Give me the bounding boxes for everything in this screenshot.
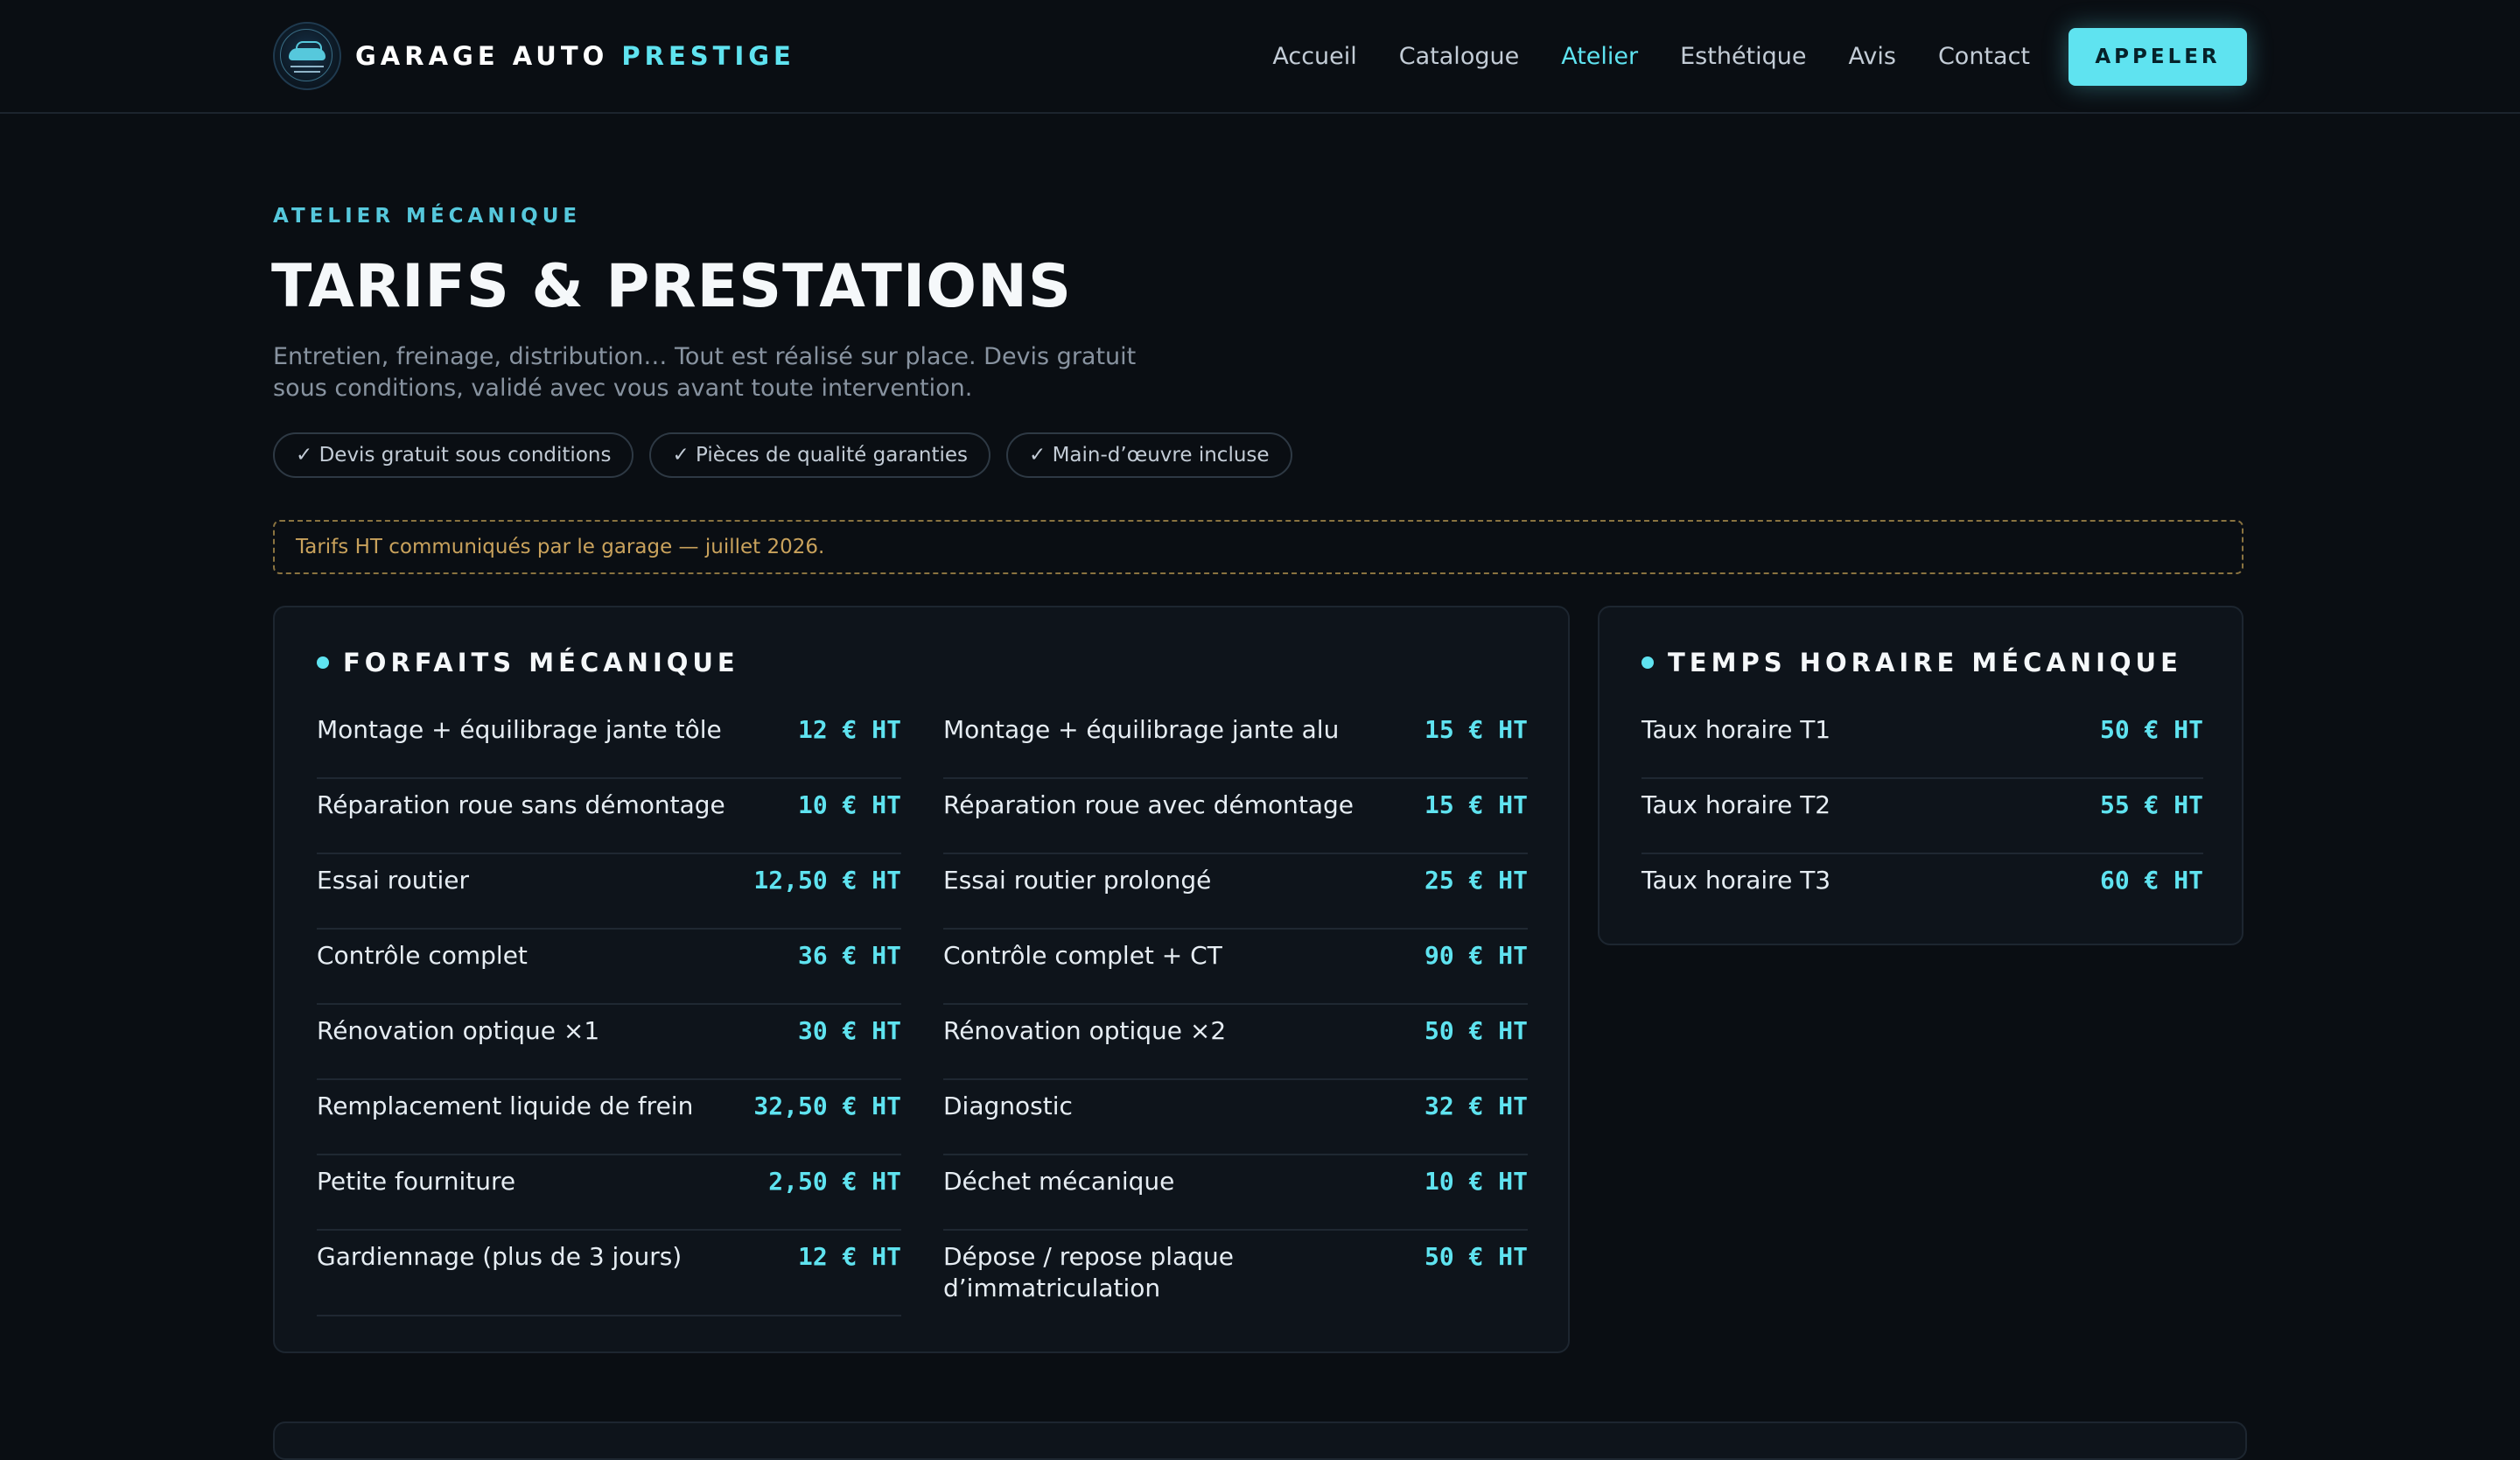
forfaits-left-column: Montage + équilibrage jante tôle 12 € HT … xyxy=(317,704,901,1316)
item-price: 36 € HT xyxy=(797,941,901,970)
list-item: Diagnostic 32 € HT xyxy=(943,1080,1528,1155)
feature-chips: ✓ Devis gratuit sous conditions ✓ Pièces… xyxy=(273,432,1292,478)
list-item: Dépose / repose plaque d’immatriculation… xyxy=(943,1231,1528,1316)
list-item: Rénovation optique ×1 30 € HT xyxy=(317,1005,901,1080)
main-nav: Accueil Catalogue Atelier Esthétique Avi… xyxy=(1272,0,2030,112)
call-button[interactable]: APPELER xyxy=(2068,28,2247,86)
list-item: Contrôle complet + CT 90 € HT xyxy=(943,930,1528,1005)
item-price: 55 € HT xyxy=(2099,790,2203,819)
item-price: 50 € HT xyxy=(2099,715,2203,744)
item-price: 15 € HT xyxy=(1424,790,1528,819)
list-item: Remplacement liquide de frein 32,50 € HT xyxy=(317,1080,901,1155)
page-title: TARIFS & PRESTATIONS xyxy=(271,252,1072,321)
item-price: 12,50 € HT xyxy=(753,866,901,895)
item-price: 10 € HT xyxy=(797,790,901,819)
item-label: Taux horaire T2 xyxy=(1642,790,1831,819)
page-subtitle: Entretien, freinage, distribution… Tout … xyxy=(273,343,1137,402)
item-label: Contrôle complet + CT xyxy=(943,941,1222,970)
item-label: Montage + équilibrage jante tôle xyxy=(317,715,722,744)
horaire-column: Taux horaire T1 50 € HT Taux horaire T2 55… xyxy=(1642,704,2203,930)
brand-name: GARAGE AUTO PRESTIGE xyxy=(355,41,795,71)
list-item: Rénovation optique ×2 50 € HT xyxy=(943,1005,1528,1080)
list-item: Montage + équilibrage jante alu 15 € HT xyxy=(943,704,1528,779)
item-label: Déchet mécanique xyxy=(943,1167,1175,1196)
item-price: 15 € HT xyxy=(1424,715,1528,744)
garage-logo-icon xyxy=(273,22,341,90)
brand-name-accent: PRESTIGE xyxy=(621,41,795,71)
nav-atelier[interactable]: Atelier xyxy=(1561,42,1639,70)
forfaits-title: FORFAITS MÉCANIQUE xyxy=(343,648,739,677)
list-item: Petite fourniture 2,50 € HT xyxy=(317,1155,901,1231)
item-price: 12 € HT xyxy=(797,1242,901,1271)
list-item: Réparation roue sans démontage 10 € HT xyxy=(317,779,901,854)
site-header: GARAGE AUTO PRESTIGE Accueil Catalogue A… xyxy=(0,0,2520,114)
item-price: 50 € HT xyxy=(1424,1242,1528,1271)
list-item: Montage + équilibrage jante tôle 12 € HT xyxy=(317,704,901,779)
item-price: 60 € HT xyxy=(2099,866,2203,895)
chip-main-oeuvre: ✓ Main-d’œuvre incluse xyxy=(1006,432,1292,478)
brand[interactable]: GARAGE AUTO PRESTIGE xyxy=(273,22,795,90)
item-price: 50 € HT xyxy=(1424,1016,1528,1045)
item-label: Taux horaire T1 xyxy=(1642,715,1831,744)
nav-esthetique[interactable]: Esthétique xyxy=(1680,42,1807,70)
list-item: Essai routier prolongé 25 € HT xyxy=(943,854,1528,930)
list-item: Déchet mécanique 10 € HT xyxy=(943,1155,1528,1231)
item-label: Réparation roue sans démontage xyxy=(317,790,725,819)
item-label: Montage + équilibrage jante alu xyxy=(943,715,1340,744)
list-item: Contrôle complet 36 € HT xyxy=(317,930,901,1005)
tariff-notice: Tarifs HT communiqués par le garage — ju… xyxy=(273,520,2244,574)
chip-pieces: ✓ Pièces de qualité garanties xyxy=(649,432,990,478)
item-price: 30 € HT xyxy=(797,1016,901,1045)
list-item: Gardiennage (plus de 3 jours) 12 € HT xyxy=(317,1231,901,1316)
item-label: Taux horaire T3 xyxy=(1642,866,1831,895)
item-label: Remplacement liquide de frein xyxy=(317,1091,694,1120)
section-eyebrow: ATELIER MÉCANIQUE xyxy=(273,205,582,228)
forfaits-right-column: Montage + équilibrage jante alu 15 € HT R… xyxy=(943,704,1528,1316)
horaire-title: TEMPS HORAIRE MÉCANIQUE xyxy=(1668,648,2182,677)
item-label: Petite fourniture xyxy=(317,1167,516,1196)
bullet-dot-icon xyxy=(317,656,329,669)
item-price: 25 € HT xyxy=(1424,866,1528,895)
item-label: Rénovation optique ×2 xyxy=(943,1016,1227,1045)
item-label: Dépose / repose plaque d’immatriculation xyxy=(943,1242,1234,1302)
nav-contact[interactable]: Contact xyxy=(1937,42,2030,70)
item-label: Gardiennage (plus de 3 jours) xyxy=(317,1242,682,1271)
chip-devis: ✓ Devis gratuit sous conditions xyxy=(273,432,634,478)
item-price: 2,50 € HT xyxy=(768,1167,901,1196)
list-item: Taux horaire T1 50 € HT xyxy=(1642,704,2203,779)
item-price: 90 € HT xyxy=(1424,941,1528,970)
item-price: 32 € HT xyxy=(1424,1091,1528,1120)
list-item: Taux horaire T2 55 € HT xyxy=(1642,779,2203,854)
brand-name-first: GARAGE AUTO xyxy=(355,41,609,71)
item-price: 32,50 € HT xyxy=(753,1091,901,1120)
forfaits-panel: FORFAITS MÉCANIQUE Montage + équilibrage… xyxy=(273,606,1570,1353)
item-label: Diagnostic xyxy=(943,1091,1073,1120)
list-item: Réparation roue avec démontage 15 € HT xyxy=(943,779,1528,854)
item-price: 12 € HT xyxy=(797,715,901,744)
nav-catalogue[interactable]: Catalogue xyxy=(1398,42,1520,70)
next-section-panel xyxy=(273,1421,2247,1460)
bullet-dot-icon xyxy=(1642,656,1654,669)
item-label: Essai routier xyxy=(317,866,469,895)
nav-avis[interactable]: Avis xyxy=(1848,42,1896,70)
item-label: Contrôle complet xyxy=(317,941,528,970)
item-label: Rénovation optique ×1 xyxy=(317,1016,600,1045)
item-label: Réparation roue avec démontage xyxy=(943,790,1354,819)
item-label: Essai routier prolongé xyxy=(943,866,1212,895)
list-item: Essai routier 12,50 € HT xyxy=(317,854,901,930)
nav-accueil[interactable]: Accueil xyxy=(1272,42,1357,70)
horaire-panel: TEMPS HORAIRE MÉCANIQUE Taux horaire T1 5… xyxy=(1598,606,2244,945)
list-item: Taux horaire T3 60 € HT xyxy=(1642,854,2203,930)
item-price: 10 € HT xyxy=(1424,1167,1528,1196)
